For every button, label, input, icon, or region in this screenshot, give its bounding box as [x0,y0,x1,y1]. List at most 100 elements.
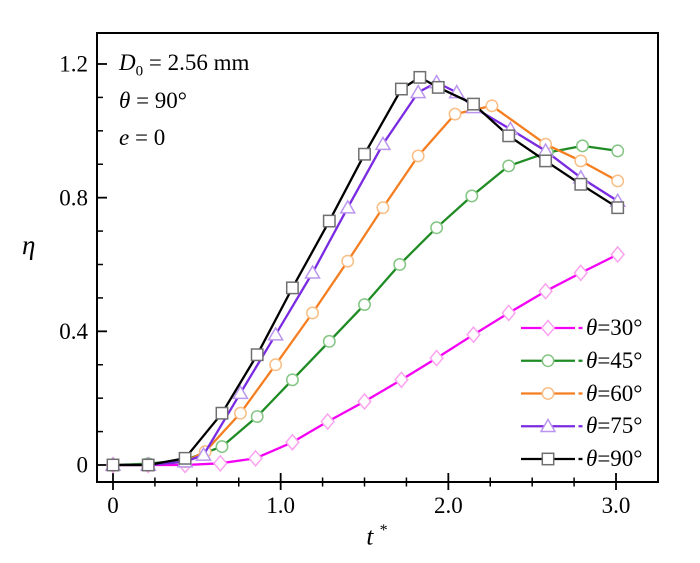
square-marker [106,458,120,472]
y-tick-label: 0.8 [59,185,88,210]
diamond-marker [540,319,556,337]
circle-marker [485,99,499,113]
square-marker [539,154,553,168]
annotation-value: = 90° [130,87,187,113]
x-tick-label: 3.0 [602,493,631,518]
triangle-marker [374,135,392,151]
triangle-marker [304,264,321,279]
legend-label: =90° [597,446,643,471]
legend-item-90: θ=90° [586,443,642,475]
circle-marker [322,334,336,348]
annotation-value: = 2.56 mm [143,50,250,75]
legend-symbol: θ [586,446,598,471]
circle-marker [233,406,247,420]
square-marker [358,147,371,161]
square-marker [502,129,516,143]
y-tick-label: 1.2 [59,52,88,77]
circle-marker [430,221,444,235]
annotation-symbol: θ [119,87,131,113]
diamond-marker [538,282,553,300]
circle-marker [576,139,589,153]
square-marker [250,348,264,362]
x-tick-label: 0 [107,493,119,518]
legend-symbol: θ [586,315,598,340]
square-marker [413,70,427,84]
triangle-marker [539,417,557,433]
triangle-marker [232,384,249,400]
circle-marker [341,254,355,268]
series-line-90 [113,76,619,467]
circle-marker [411,149,425,163]
annotation-subscript: 0 [135,63,144,80]
triangle-marker [267,326,284,341]
legend-label: =30° [597,315,643,340]
square-marker [178,451,192,465]
circle-marker [215,440,229,454]
triangle-marker [339,199,357,214]
square-marker [285,281,299,295]
legend-label: =75° [597,413,643,439]
triangle-marker [195,446,212,461]
diamond-marker [357,392,372,411]
circle-marker [250,410,264,423]
annotation-line-d0: D0 = 2.56 mm [119,44,249,82]
legend-item-75: θ=75° [586,410,642,442]
square-marker [215,406,229,420]
annotation-line-theta: θ = 90° [119,82,249,120]
y-axis-label: η [22,230,36,260]
triangle-marker [409,84,427,99]
circle-marker [502,159,516,173]
y-tick-label: 0.4 [59,319,88,344]
square-marker [141,458,155,472]
legend-symbol: θ [586,380,598,406]
circle-marker [393,258,407,271]
annotation-block: D0 = 2.56 mm θ = 90° e = 0 [119,44,249,157]
plot-border [96,32,659,483]
square-marker [611,201,625,215]
square-marker [322,214,336,228]
circle-marker [541,354,555,368]
circle-marker [269,358,283,372]
circle-marker [611,144,625,158]
annotation-symbol: D [119,50,136,75]
circle-marker [358,298,371,312]
x-axis-label-superscript: * [379,522,388,539]
legend-label: =45° [597,347,643,373]
circle-marker [448,107,462,121]
diamond-marker [248,449,263,467]
diamond-marker [610,245,625,264]
diamond-marker [501,304,516,322]
legend-label: =60° [597,380,643,406]
diamond-marker [573,264,589,282]
diamond-marker [394,371,409,389]
circle-marker [465,189,479,203]
x-axis-label: t * [345,522,409,551]
circle-marker [306,306,319,320]
square-marker [574,177,588,191]
circle-marker [541,387,555,400]
circle-marker [376,201,390,215]
x-tick-label: 1.0 [266,493,295,518]
annotation-line-e: e = 0 [119,119,249,157]
square-marker [394,82,408,96]
square-marker [431,80,445,94]
diamond-marker [320,412,335,431]
diamond-marker [213,454,228,472]
diamond-marker [285,433,300,451]
legend-item-60: θ=60° [586,378,642,410]
square-marker [467,97,480,111]
square-marker [541,452,555,466]
circle-marker [285,373,299,387]
circle-marker [574,154,588,168]
x-tick-label: 2.0 [434,493,463,518]
legend-symbol: θ [586,347,598,373]
legend-item-45: θ=45° [586,345,642,377]
x-axis-label-base: t [366,523,374,551]
circle-marker [611,174,625,188]
diamond-marker [466,326,481,344]
y-tick-label: 0 [77,453,89,478]
annotation-symbol: e [119,125,130,150]
legend-item-30: θ=30° [586,312,642,344]
